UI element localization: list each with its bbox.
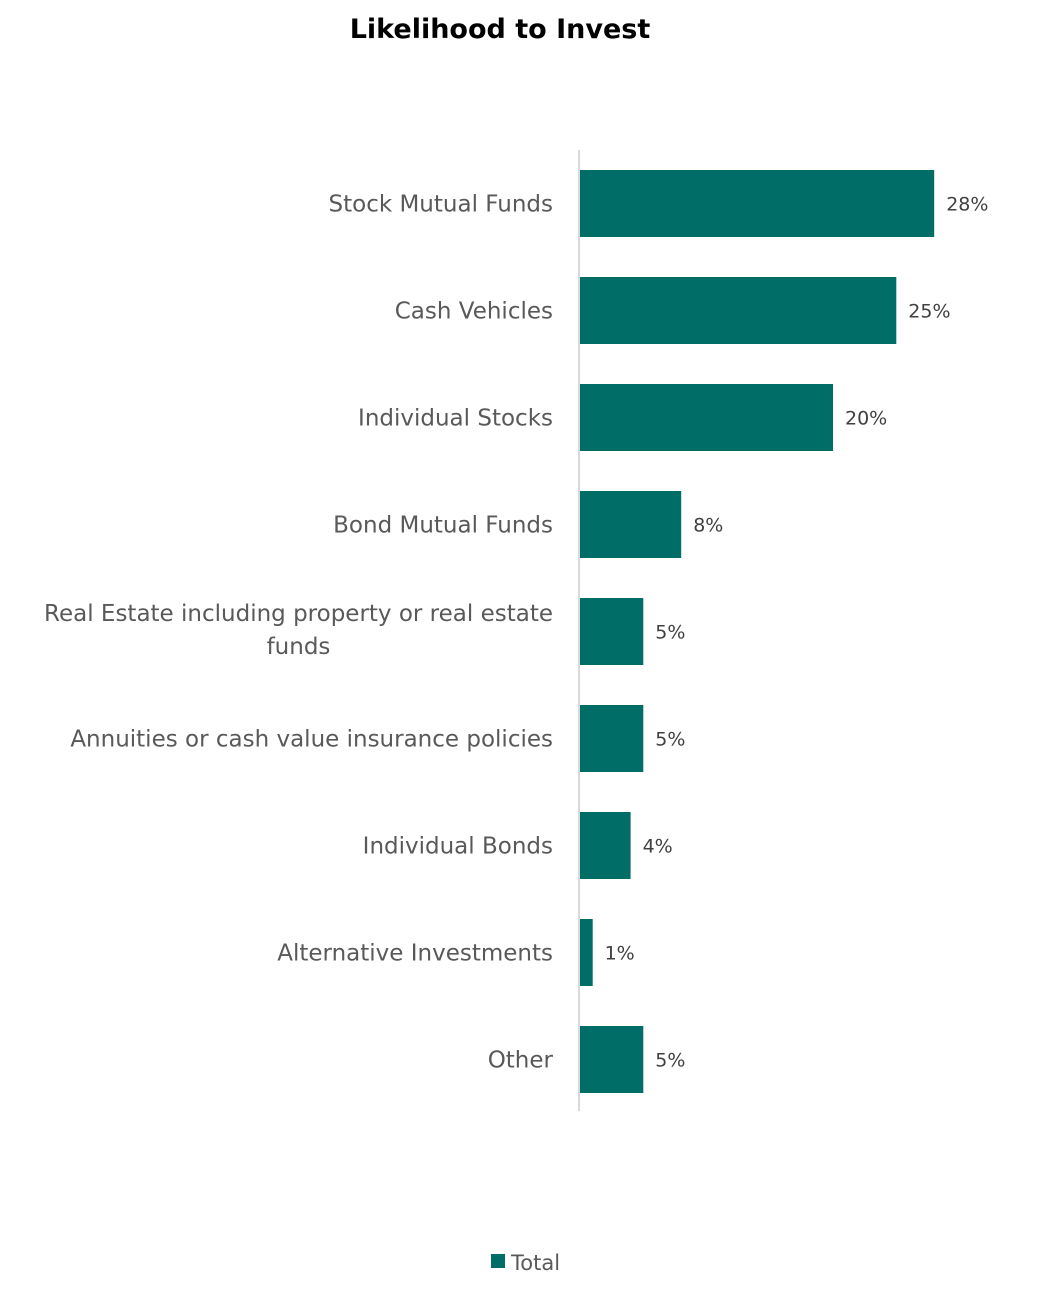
category-label: Cash Vehicles <box>395 299 553 325</box>
category-label: Individual Bonds <box>363 834 553 860</box>
data-label: 20% <box>845 408 887 430</box>
data-label: 8% <box>693 515 723 537</box>
bar <box>580 170 935 237</box>
bar <box>580 705 644 772</box>
bar <box>580 384 833 451</box>
legend-swatch <box>491 1254 505 1268</box>
bar <box>580 598 644 665</box>
category-label: Other <box>488 1048 554 1074</box>
bars-group <box>580 170 935 1093</box>
category-label: Bond Mutual Funds <box>333 513 553 539</box>
data-label: 5% <box>655 1050 685 1072</box>
bar <box>580 491 682 558</box>
data-label: 1% <box>605 943 635 965</box>
data-label: 28% <box>946 194 988 216</box>
data-label: 5% <box>655 729 685 751</box>
category-label: Alternative Investments <box>277 941 553 967</box>
category-labels-group: Stock Mutual Funds Cash Vehicles Individua… <box>44 192 554 1074</box>
data-label: 4% <box>643 836 673 858</box>
category-label: Stock Mutual Funds <box>329 192 554 218</box>
category-label: Real Estate including property or real e… <box>44 601 553 627</box>
data-label: 5% <box>655 622 685 644</box>
bar <box>580 277 897 344</box>
bar <box>580 919 593 986</box>
legend: Total <box>491 1251 560 1275</box>
bar <box>580 1026 644 1093</box>
chart-title: Likelihood to Invest <box>350 14 651 45</box>
legend-label: Total <box>510 1251 560 1275</box>
data-labels-group: 28% 25% 20% 8% 5% 5% 4% 1% 5% <box>605 194 989 1072</box>
data-label: 25% <box>908 301 950 323</box>
bar <box>580 812 631 879</box>
category-label: Annuities or cash value insurance polici… <box>70 727 553 753</box>
category-label-continuation: funds <box>267 634 331 660</box>
category-label: Individual Stocks <box>358 406 553 432</box>
